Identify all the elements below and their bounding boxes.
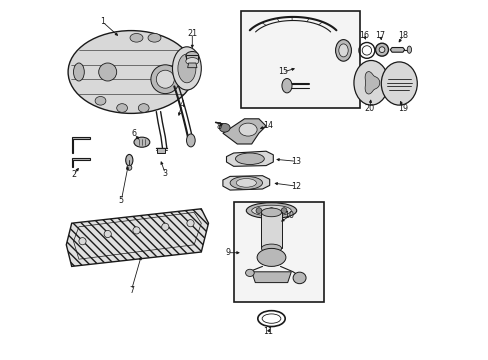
Ellipse shape	[117, 104, 127, 112]
Text: 3: 3	[163, 169, 167, 178]
Ellipse shape	[185, 51, 199, 60]
Text: 6: 6	[132, 129, 137, 138]
Ellipse shape	[239, 123, 257, 136]
Ellipse shape	[381, 62, 416, 105]
Ellipse shape	[245, 269, 254, 276]
Text: 16: 16	[359, 31, 368, 40]
Ellipse shape	[338, 44, 347, 57]
Ellipse shape	[256, 208, 261, 213]
Ellipse shape	[375, 43, 387, 56]
Text: 20: 20	[364, 104, 374, 112]
Ellipse shape	[282, 78, 291, 93]
Ellipse shape	[219, 123, 230, 132]
Ellipse shape	[73, 63, 84, 81]
Text: 13: 13	[291, 157, 301, 166]
Text: 15: 15	[277, 68, 287, 77]
Polygon shape	[365, 72, 379, 94]
Polygon shape	[66, 209, 208, 266]
Ellipse shape	[162, 223, 168, 230]
Ellipse shape	[125, 154, 133, 166]
Text: 4: 4	[179, 100, 184, 109]
Ellipse shape	[257, 248, 285, 266]
Ellipse shape	[407, 46, 411, 53]
Ellipse shape	[281, 208, 286, 213]
Text: 9: 9	[224, 248, 230, 257]
Bar	[261, 212, 281, 248]
Polygon shape	[223, 176, 269, 190]
Ellipse shape	[268, 208, 274, 213]
Ellipse shape	[292, 272, 305, 284]
Polygon shape	[251, 272, 291, 283]
Ellipse shape	[151, 65, 179, 94]
Text: 7: 7	[129, 286, 134, 294]
Text: 1: 1	[100, 17, 104, 26]
Text: 21: 21	[187, 29, 197, 37]
Ellipse shape	[230, 176, 262, 189]
Ellipse shape	[138, 104, 149, 112]
Polygon shape	[72, 158, 89, 167]
Ellipse shape	[235, 153, 264, 165]
Ellipse shape	[68, 31, 194, 113]
Ellipse shape	[99, 63, 117, 81]
Polygon shape	[157, 148, 165, 153]
Polygon shape	[389, 48, 404, 52]
Polygon shape	[72, 137, 89, 153]
Polygon shape	[223, 119, 265, 144]
Ellipse shape	[178, 54, 196, 83]
Ellipse shape	[186, 134, 195, 147]
Text: 19: 19	[397, 104, 407, 112]
Bar	[233, 202, 323, 302]
Ellipse shape	[236, 179, 256, 187]
Ellipse shape	[95, 96, 106, 105]
Ellipse shape	[133, 227, 140, 234]
Ellipse shape	[130, 33, 142, 42]
Text: 10: 10	[284, 211, 294, 220]
Text: 12: 12	[291, 181, 301, 191]
Bar	[186, 55, 198, 61]
Ellipse shape	[156, 70, 174, 88]
Text: 14: 14	[263, 122, 272, 130]
Ellipse shape	[79, 238, 86, 245]
Ellipse shape	[335, 40, 351, 61]
Polygon shape	[226, 151, 273, 166]
Text: 18: 18	[397, 31, 407, 40]
Ellipse shape	[251, 205, 291, 216]
Ellipse shape	[261, 208, 281, 217]
Text: 11: 11	[263, 327, 273, 336]
Ellipse shape	[186, 220, 194, 227]
Text: 5: 5	[119, 196, 123, 204]
Ellipse shape	[134, 137, 149, 147]
Ellipse shape	[353, 60, 387, 105]
Text: 17: 17	[375, 31, 385, 40]
Ellipse shape	[148, 33, 161, 42]
Ellipse shape	[126, 165, 132, 170]
Ellipse shape	[261, 244, 281, 253]
Text: 8: 8	[216, 122, 222, 131]
Bar	[241, 11, 359, 108]
Ellipse shape	[172, 47, 201, 90]
Ellipse shape	[378, 47, 384, 53]
Polygon shape	[187, 63, 197, 68]
Text: 2: 2	[71, 170, 76, 179]
Ellipse shape	[246, 203, 296, 219]
Ellipse shape	[104, 230, 111, 238]
Ellipse shape	[185, 58, 199, 65]
